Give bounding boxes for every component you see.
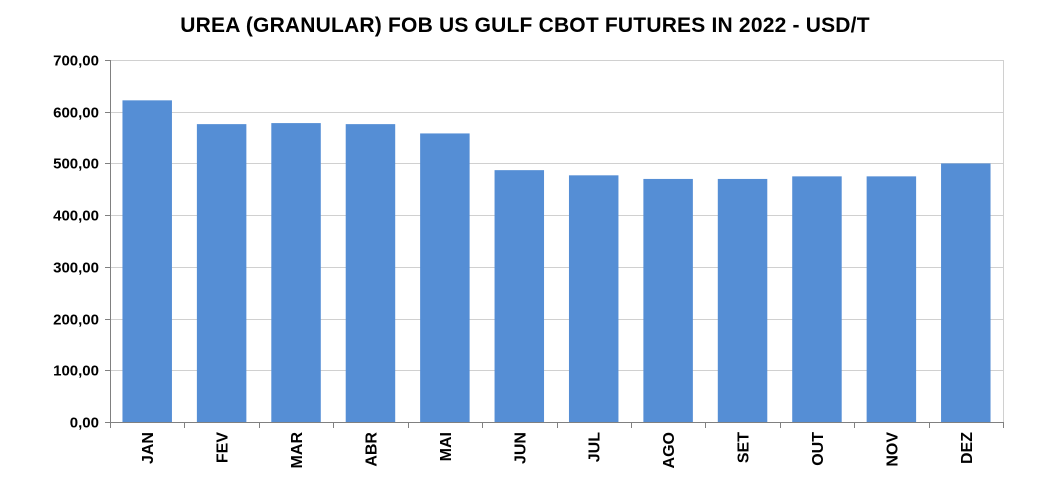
x-tick-label: DEZ bbox=[959, 432, 976, 464]
bar bbox=[792, 176, 842, 422]
y-tick-label: 100,00 bbox=[53, 363, 99, 380]
bar bbox=[271, 123, 321, 422]
bar bbox=[866, 176, 917, 422]
y-tick-label: 500,00 bbox=[53, 156, 99, 173]
y-tick-label: 0,00 bbox=[70, 415, 99, 432]
x-tick-label: AGO bbox=[661, 432, 678, 468]
x-tick-label: JAN bbox=[140, 432, 157, 464]
x-tick-label: JUL bbox=[587, 432, 604, 462]
bar bbox=[494, 170, 545, 422]
x-tick-label: FEV bbox=[215, 432, 232, 463]
x-tick-label: MAI bbox=[438, 432, 455, 461]
bar bbox=[196, 124, 247, 422]
y-tick-label: 300,00 bbox=[53, 260, 99, 277]
x-tick-label: JUN bbox=[512, 432, 529, 464]
y-tick-label: 400,00 bbox=[53, 208, 99, 225]
x-tick-label: SET bbox=[736, 432, 753, 463]
x-tick-label: NOV bbox=[884, 432, 901, 467]
bar bbox=[345, 124, 396, 422]
bar bbox=[420, 133, 470, 423]
bar bbox=[568, 175, 619, 422]
y-tick-label: 200,00 bbox=[53, 312, 99, 329]
bar bbox=[941, 163, 991, 422]
bar bbox=[717, 178, 768, 422]
chart-title: UREA (GRANULAR) FOB US GULF CBOT FUTURES… bbox=[180, 14, 870, 37]
y-tick-label: 600,00 bbox=[53, 105, 99, 122]
x-tick-label: OUT bbox=[810, 432, 827, 466]
bar bbox=[643, 178, 693, 422]
bar bbox=[122, 100, 172, 422]
x-tick-label: ABR bbox=[363, 432, 380, 467]
y-tick-label: 700,00 bbox=[53, 53, 99, 70]
x-tick-label: MAR bbox=[289, 432, 306, 469]
